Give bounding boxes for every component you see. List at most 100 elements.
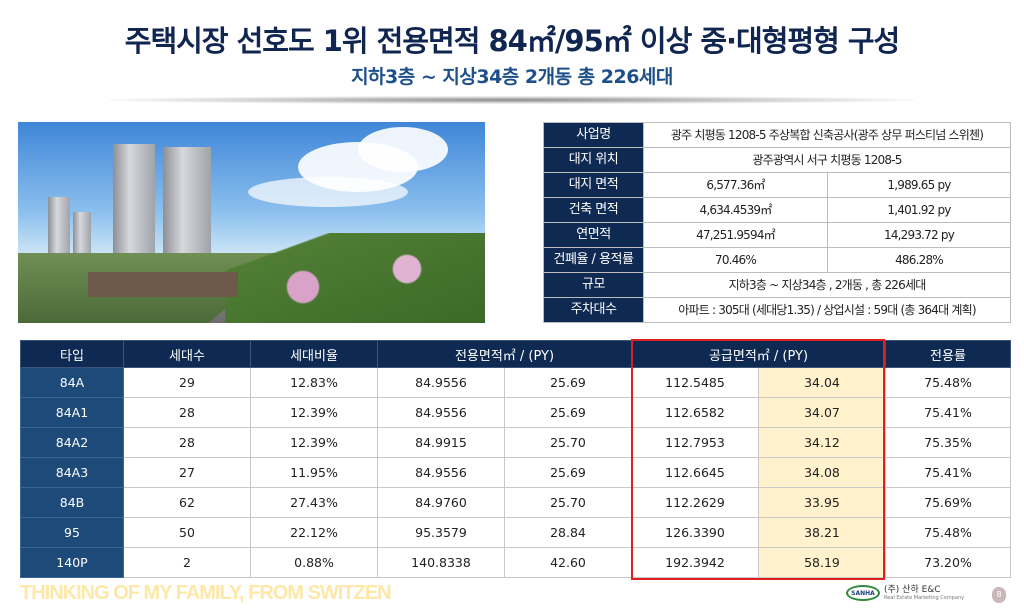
table-row: 84A1 28 12.39% 84.9556 25.69 112.6582 34.07 75.…	[20, 397, 1011, 428]
info-value: 6,577.36㎡	[643, 172, 828, 198]
info-value: 14,293.72 py	[827, 222, 1011, 248]
info-label: 사업명	[543, 122, 644, 148]
cell-type: 84B	[20, 487, 124, 518]
info-value: 지하3층 ~ 지상34층 , 2개동 , 총 226세대	[643, 272, 1011, 298]
cell-ratio: 12.39%	[250, 427, 378, 458]
cell-households: 62	[123, 487, 251, 518]
info-label: 대지 위치	[543, 147, 644, 173]
header-ratio: 세대비율	[250, 340, 378, 368]
cell-ratio: 12.83%	[250, 367, 378, 398]
table-row: 84A3 27 11.95% 84.9556 25.69 112.6645 34.08 75.…	[20, 457, 1011, 488]
table-row: 84A2 28 12.39% 84.9915 25.70 112.7953 34.12 75.…	[20, 427, 1011, 458]
project-info-table: 사업명 광주 치평동 1208-5 주상복합 신축공사(광주 상무 퍼스티넘 스위…	[543, 122, 1011, 323]
cell-households: 50	[123, 517, 251, 548]
info-label: 건축 면적	[543, 197, 644, 223]
cell-supply-m2: 112.6582	[631, 397, 759, 428]
cell-households: 28	[123, 427, 251, 458]
info-row: 건축 면적 4,634.4539㎡ 1,401.92 py	[543, 197, 1011, 223]
cell-type: 84A3	[20, 457, 124, 488]
cell-type: 140P	[20, 547, 124, 578]
info-label: 대지 면적	[543, 172, 644, 198]
cell-exclusive-rate: 75.69%	[885, 487, 1011, 518]
header-supply-area: 공급면적㎡ / (PY)	[631, 340, 886, 368]
info-row: 대지 위치 광주광역시 서구 치평동 1208-5	[543, 147, 1011, 173]
cell-exclusive-m2: 140.8338	[377, 547, 505, 578]
info-label: 연면적	[543, 222, 644, 248]
header-type: 타입	[20, 340, 124, 368]
cell-exclusive-py: 25.69	[504, 457, 632, 488]
info-row: 건폐율 / 용적률 70.46% 486.28%	[543, 247, 1011, 273]
footer-slogan: THINKING OF MY FAMILY, FROM SWITZEN	[20, 582, 392, 604]
cell-supply-m2: 112.5485	[631, 367, 759, 398]
cell-households: 29	[123, 367, 251, 398]
cell-supply-py: 38.21	[758, 517, 886, 548]
cell-supply-py: 34.04	[758, 367, 886, 398]
cell-exclusive-rate: 75.48%	[885, 517, 1011, 548]
cell-type: 84A	[20, 367, 124, 398]
info-value: 광주광역시 서구 치평동 1208-5	[643, 147, 1011, 173]
cell-type: 84A1	[20, 397, 124, 428]
info-value: 70.46%	[643, 247, 828, 273]
info-row: 대지 면적 6,577.36㎡ 1,989.65 py	[543, 172, 1011, 198]
table-row: 95 50 22.12% 95.3579 28.84 126.3390 38.21 75.48…	[20, 517, 1011, 548]
cell-exclusive-m2: 84.9556	[377, 367, 505, 398]
cell-ratio: 11.95%	[250, 457, 378, 488]
cell-supply-py: 58.19	[758, 547, 886, 578]
cell-exclusive-m2: 84.9915	[377, 427, 505, 458]
cell-ratio: 22.12%	[250, 517, 378, 548]
company-logo: SANHA (주) 산하 E&C Real Estate Marketing Co…	[846, 585, 964, 601]
info-value: 486.28%	[827, 247, 1011, 273]
page-number: 8	[992, 587, 1006, 603]
cell-supply-py: 33.95	[758, 487, 886, 518]
cell-households: 28	[123, 397, 251, 428]
info-label: 주차대수	[543, 297, 644, 323]
cell-type: 84A2	[20, 427, 124, 458]
cell-type: 95	[20, 517, 124, 548]
info-value: 47,251.9594㎡	[643, 222, 828, 248]
table-row: 140P 2 0.88% 140.8338 42.60 192.3942 58.19 73.2…	[20, 547, 1011, 578]
cell-supply-m2: 112.6645	[631, 457, 759, 488]
divider	[110, 96, 914, 104]
cell-supply-py: 34.12	[758, 427, 886, 458]
unit-type-table: 타입 세대수 세대비율 전용면적㎡ / (PY) 공급면적㎡ / (PY) 전용…	[20, 340, 1011, 578]
cell-exclusive-rate: 75.41%	[885, 457, 1011, 488]
cell-exclusive-py: 25.69	[504, 367, 632, 398]
cell-exclusive-rate: 73.20%	[885, 547, 1011, 578]
cell-exclusive-rate: 75.41%	[885, 397, 1011, 428]
cell-exclusive-m2: 84.9760	[377, 487, 505, 518]
cell-supply-m2: 126.3390	[631, 517, 759, 548]
building-rendering-image	[18, 122, 485, 323]
info-label: 건폐율 / 용적률	[543, 247, 644, 273]
info-value: 1,401.92 py	[827, 197, 1011, 223]
page-subtitle: 지하3층 ~ 지상34층 2개동 총 226세대	[351, 66, 673, 88]
company-name: (주) 산하 E&C	[884, 584, 941, 595]
cell-exclusive-py: 25.70	[504, 487, 632, 518]
cell-exclusive-rate: 75.35%	[885, 427, 1011, 458]
header-exclusive-rate: 전용률	[885, 340, 1011, 368]
cell-supply-m2: 112.2629	[631, 487, 759, 518]
info-value: 광주 치평동 1208-5 주상복합 신축공사(광주 상무 퍼스티넘 스위첸)	[643, 122, 1011, 148]
cell-households: 2	[123, 547, 251, 578]
cell-ratio: 27.43%	[250, 487, 378, 518]
info-row: 사업명 광주 치평동 1208-5 주상복합 신축공사(광주 상무 퍼스티넘 스위…	[543, 122, 1011, 148]
sanha-logo-mark: SANHA	[846, 585, 880, 601]
cell-exclusive-py: 42.60	[504, 547, 632, 578]
cell-exclusive-py: 28.84	[504, 517, 632, 548]
info-value: 4,634.4539㎡	[643, 197, 828, 223]
info-row: 주차대수 아파트 : 305대 (세대당1.35) / 상업시설 : 59대 (총…	[543, 297, 1011, 323]
cell-ratio: 0.88%	[250, 547, 378, 578]
table-row: 84B 62 27.43% 84.9760 25.70 112.2629 33.95 75.6…	[20, 487, 1011, 518]
table-row: 84A 29 12.83% 84.9556 25.69 112.5485 34.04 75.4…	[20, 367, 1011, 398]
company-subtitle: Real Estate Marketing Company	[884, 594, 965, 601]
cell-supply-m2: 192.3942	[631, 547, 759, 578]
info-label: 규모	[543, 272, 644, 298]
cell-exclusive-m2: 95.3579	[377, 517, 505, 548]
info-row: 규모 지하3층 ~ 지상34층 , 2개동 , 총 226세대	[543, 272, 1011, 298]
cell-supply-m2: 112.7953	[631, 427, 759, 458]
cell-exclusive-rate: 75.48%	[885, 367, 1011, 398]
info-row: 연면적 47,251.9594㎡ 14,293.72 py	[543, 222, 1011, 248]
cell-exclusive-py: 25.69	[504, 397, 632, 428]
cell-supply-py: 34.08	[758, 457, 886, 488]
cell-ratio: 12.39%	[250, 397, 378, 428]
cell-exclusive-m2: 84.9556	[377, 397, 505, 428]
